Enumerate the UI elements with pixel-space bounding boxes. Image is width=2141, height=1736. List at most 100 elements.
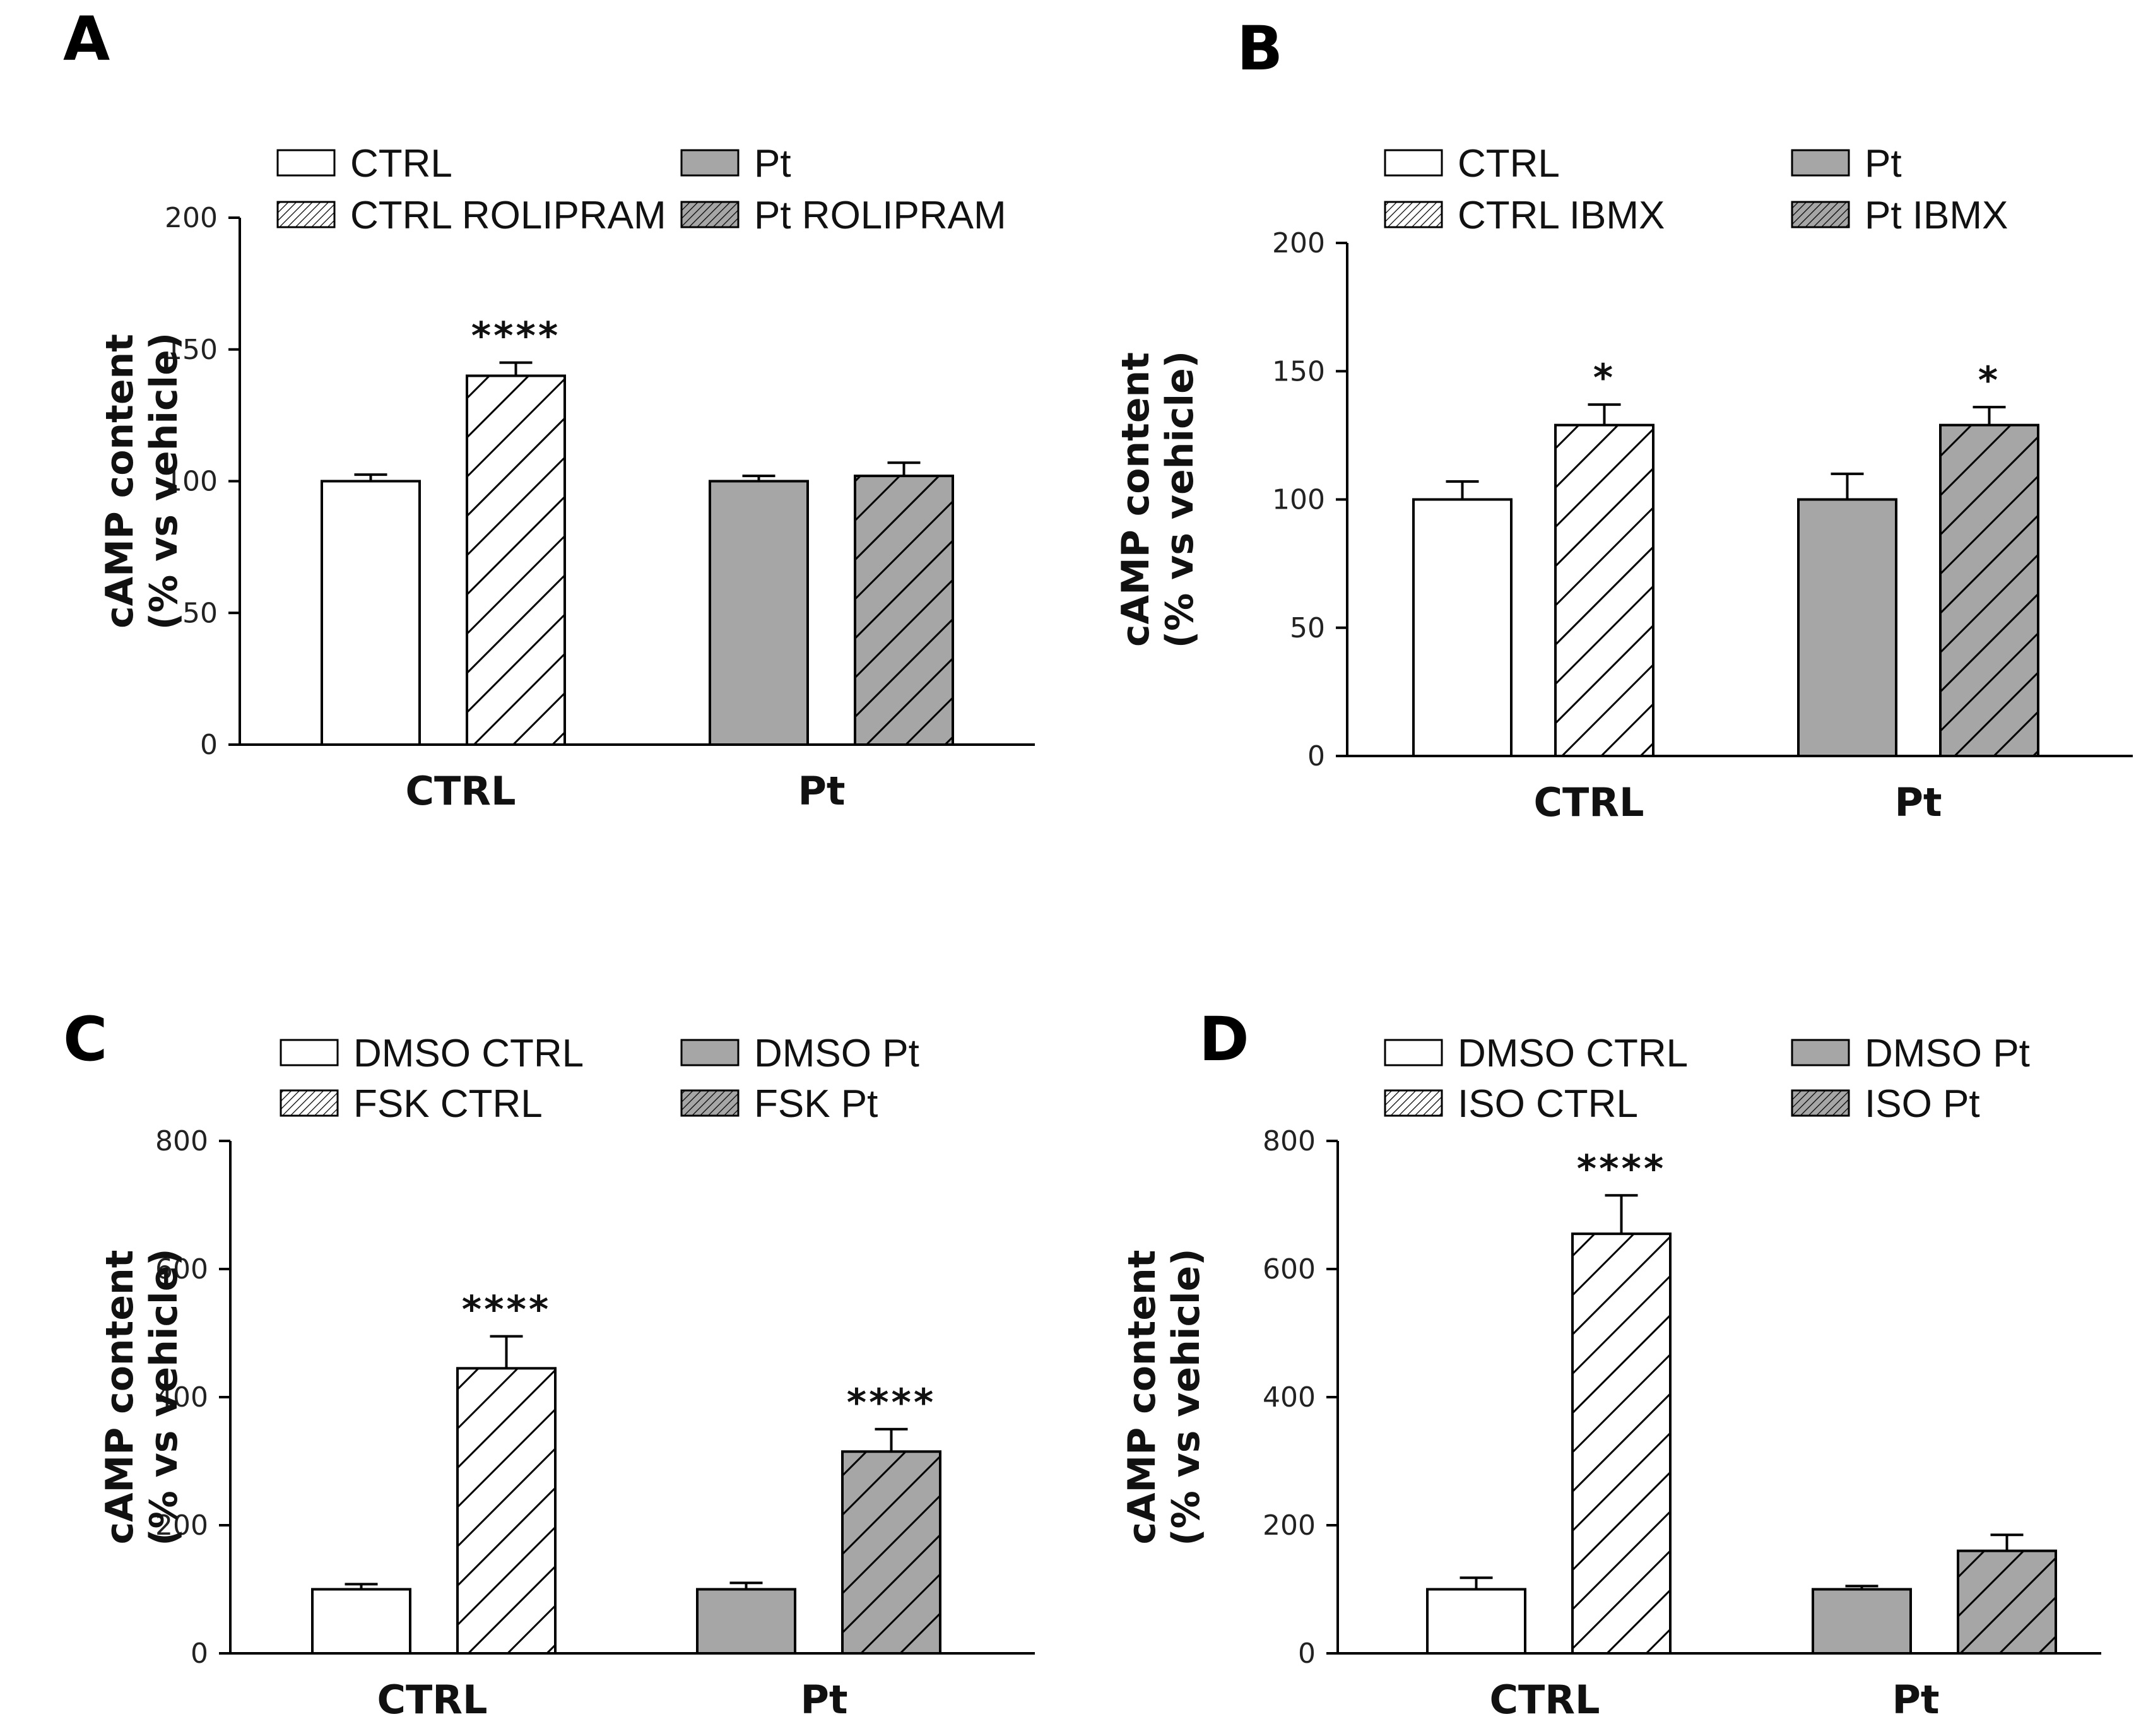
bar: [841, 1450, 941, 1655]
legend-swatch: [1384, 1039, 1443, 1066]
bar: [1554, 423, 1654, 757]
legend-swatch: [1791, 201, 1850, 228]
legend-label: DMSO CTRL: [353, 1032, 584, 1075]
y-tick-label: 150: [165, 334, 218, 366]
bar: [1797, 498, 1897, 757]
legend-label: FSK CTRL: [353, 1082, 543, 1126]
y-tick-label: 400: [155, 1381, 208, 1414]
y-tick-label: 400: [1263, 1381, 1316, 1414]
legend-label: ISO CTRL: [1458, 1082, 1638, 1126]
significance-marker: ****: [1577, 1147, 1666, 1191]
bar-fill: [322, 481, 420, 745]
legend-swatch: [680, 1039, 740, 1066]
panel-letter: C: [63, 1004, 107, 1075]
y-axis-label: (% vs vehicle): [142, 1248, 186, 1545]
x-category-label: Pt: [1894, 779, 1942, 825]
y-tick-label: 800: [1263, 1125, 1316, 1157]
y-tick-label: 100: [1272, 484, 1325, 516]
legend-label: Pt IBMX: [1865, 194, 2008, 237]
y-tick-label: 200: [1272, 227, 1325, 259]
x-category-label: CTRL: [377, 1677, 487, 1723]
panel-c: C DMSO CTRL DMSO Pt FSK CTRL FSK Pt 0 200 400 60…: [63, 1004, 1035, 1723]
bar-hatch: [1555, 425, 1653, 756]
bar-hatch: [842, 1451, 940, 1653]
bar-hatch: [467, 375, 565, 745]
significance-marker: ****: [847, 1381, 936, 1425]
y-tick-label: 200: [155, 1509, 208, 1542]
bar: [311, 1588, 411, 1655]
x-category-label: CTRL: [405, 768, 516, 814]
bar: [1939, 423, 2039, 757]
panel-b: B CTRL Pt CTRL IBMX Pt IBMX 0 50 100 150 200 CTRL P…: [1114, 13, 2133, 825]
bar-hatch: [457, 1368, 555, 1653]
y-tick-label: 0: [1298, 1638, 1316, 1670]
legend-swatch: [680, 201, 740, 228]
legend-label: CTRL: [1458, 142, 1560, 186]
y-axis-label: cAMP content: [1120, 1250, 1164, 1545]
x-category-label: Pt: [800, 1677, 847, 1723]
legend-label: FSK Pt: [754, 1082, 878, 1126]
legend-label: Pt ROLIPRAM: [754, 194, 1006, 237]
legend-label: Pt: [1865, 142, 1902, 186]
y-axis-label: (% vs vehicle): [1164, 1248, 1208, 1545]
legend-label: DMSO Pt: [1865, 1032, 2030, 1075]
bar: [466, 374, 566, 746]
x-category-label: CTRL: [1533, 779, 1644, 825]
y-tick-label: 200: [165, 202, 218, 234]
legend-swatch: [1384, 1089, 1443, 1117]
legend-swatch: [1791, 1039, 1850, 1066]
legend-swatch: [1384, 201, 1443, 228]
y-tick-label: 50: [182, 597, 218, 629]
panel-letter: D: [1199, 1004, 1249, 1075]
bar-fill: [1427, 1589, 1525, 1653]
legend-swatch: [1384, 149, 1443, 177]
bar: [709, 480, 809, 746]
y-axis-label: cAMP content: [98, 334, 142, 629]
bar-hatch: [1572, 1234, 1670, 1653]
bar: [456, 1367, 557, 1655]
legend-swatch: [680, 149, 740, 177]
bar: [1412, 498, 1513, 757]
bar-fill: [710, 481, 808, 745]
x-category-label: CTRL: [1489, 1677, 1600, 1723]
bar: [1812, 1588, 1912, 1655]
y-tick-label: 150: [1272, 355, 1325, 387]
bar-fill: [697, 1589, 795, 1653]
y-axis-label: (% vs vehicle): [142, 333, 186, 630]
bar-hatch: [1940, 425, 2038, 756]
x-category-label: Pt: [1892, 1677, 1939, 1723]
legend-label: CTRL: [350, 142, 452, 186]
bar: [1957, 1549, 2057, 1655]
bar-fill: [312, 1589, 410, 1653]
bar-hatch: [1958, 1550, 2056, 1653]
y-tick-label: 0: [191, 1638, 208, 1670]
legend-swatch: [1791, 1089, 1850, 1117]
y-tick-label: 0: [200, 729, 218, 761]
bar-fill: [1813, 1589, 1911, 1653]
significance-marker: *: [1978, 358, 2000, 403]
bar: [696, 1588, 796, 1655]
significance-marker: *: [1593, 356, 1615, 400]
y-tick-label: 50: [1290, 612, 1325, 644]
bar: [1426, 1588, 1526, 1655]
y-tick-label: 100: [165, 466, 218, 498]
legend-label: DMSO Pt: [754, 1032, 919, 1075]
legend-label: Pt: [754, 142, 791, 186]
panel-a: A CTRL Pt CTRL ROLIPRAM Pt ROLIPRAM 0 50 100 150…: [63, 4, 1035, 814]
legend-swatch: [280, 1039, 339, 1066]
y-tick-label: 0: [1307, 740, 1325, 772]
legend-label: ISO Pt: [1865, 1082, 1980, 1126]
legend-swatch: [1791, 149, 1850, 177]
panel-d: D DMSO CTRL DMSO Pt ISO CTRL ISO Pt 0 200 400 60…: [1120, 1004, 2101, 1723]
legend-label: CTRL ROLIPRAM: [350, 194, 666, 237]
y-tick-label: 800: [155, 1125, 208, 1157]
legend-label: DMSO CTRL: [1458, 1032, 1688, 1075]
panel-letter: B: [1237, 13, 1283, 84]
bar: [1571, 1232, 1672, 1655]
bar: [321, 480, 421, 746]
y-axis-label: cAMP content: [1114, 352, 1158, 647]
significance-marker: ****: [471, 314, 561, 358]
bar-fill: [1413, 499, 1511, 756]
significance-marker: ****: [462, 1288, 551, 1332]
